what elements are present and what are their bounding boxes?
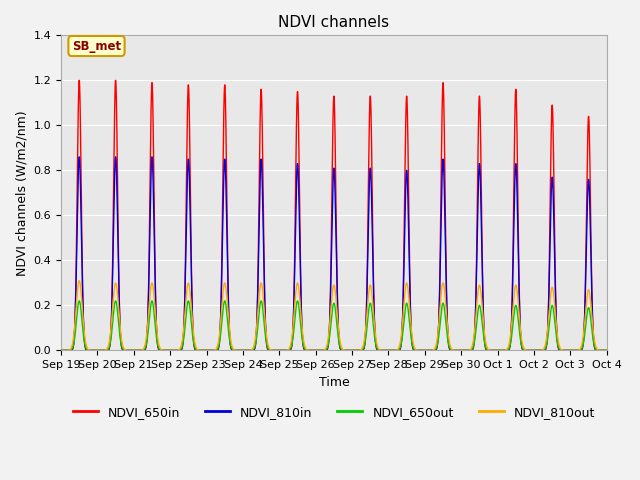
NDVI_650out xyxy=(168,348,176,353)
NDVI_650out xyxy=(174,348,182,353)
Title: NDVI channels: NDVI channels xyxy=(278,15,390,30)
NDVI_810in xyxy=(174,348,182,353)
Line: NDVI_650out: NDVI_650out xyxy=(61,301,607,350)
NDVI_810in xyxy=(168,348,176,353)
NDVI_650out xyxy=(487,348,495,353)
NDVI_650in xyxy=(262,320,269,326)
NDVI_810in xyxy=(601,348,609,353)
Line: NDVI_810out: NDVI_810out xyxy=(61,281,607,350)
NDVI_810out xyxy=(168,348,176,353)
Legend: NDVI_650in, NDVI_810in, NDVI_650out, NDVI_810out: NDVI_650in, NDVI_810in, NDVI_650out, NDV… xyxy=(68,401,600,424)
NDVI_810in xyxy=(487,348,495,353)
NDVI_810out xyxy=(410,340,417,346)
NDVI_650in xyxy=(57,348,65,353)
NDVI_810out xyxy=(601,348,609,353)
X-axis label: Time: Time xyxy=(319,376,349,389)
NDVI_810in xyxy=(262,319,269,324)
Y-axis label: NDVI channels (W/m2/nm): NDVI channels (W/m2/nm) xyxy=(15,110,28,276)
Line: NDVI_810in: NDVI_810in xyxy=(61,157,607,350)
NDVI_810in xyxy=(410,346,417,351)
NDVI_650in xyxy=(601,348,609,353)
NDVI_810in xyxy=(76,154,83,160)
NDVI_650out xyxy=(603,348,611,353)
NDVI_810out xyxy=(57,348,65,353)
NDVI_810out xyxy=(603,348,611,353)
NDVI_650in xyxy=(410,346,417,352)
NDVI_650in xyxy=(168,348,176,353)
NDVI_810in xyxy=(57,348,65,353)
NDVI_810out xyxy=(487,348,495,353)
Line: NDVI_650in: NDVI_650in xyxy=(61,80,607,350)
NDVI_650in xyxy=(603,348,611,353)
NDVI_650out xyxy=(601,348,609,353)
Text: SB_met: SB_met xyxy=(72,39,121,52)
NDVI_650in xyxy=(174,348,182,353)
NDVI_650in xyxy=(76,77,83,83)
NDVI_810out xyxy=(174,348,182,353)
NDVI_650in xyxy=(487,348,495,353)
NDVI_810in xyxy=(603,348,611,353)
NDVI_650out xyxy=(410,345,417,350)
NDVI_650out xyxy=(262,333,269,338)
NDVI_810out xyxy=(76,278,83,284)
NDVI_650out xyxy=(57,348,65,353)
NDVI_650out xyxy=(76,298,83,304)
NDVI_810out xyxy=(262,321,269,327)
